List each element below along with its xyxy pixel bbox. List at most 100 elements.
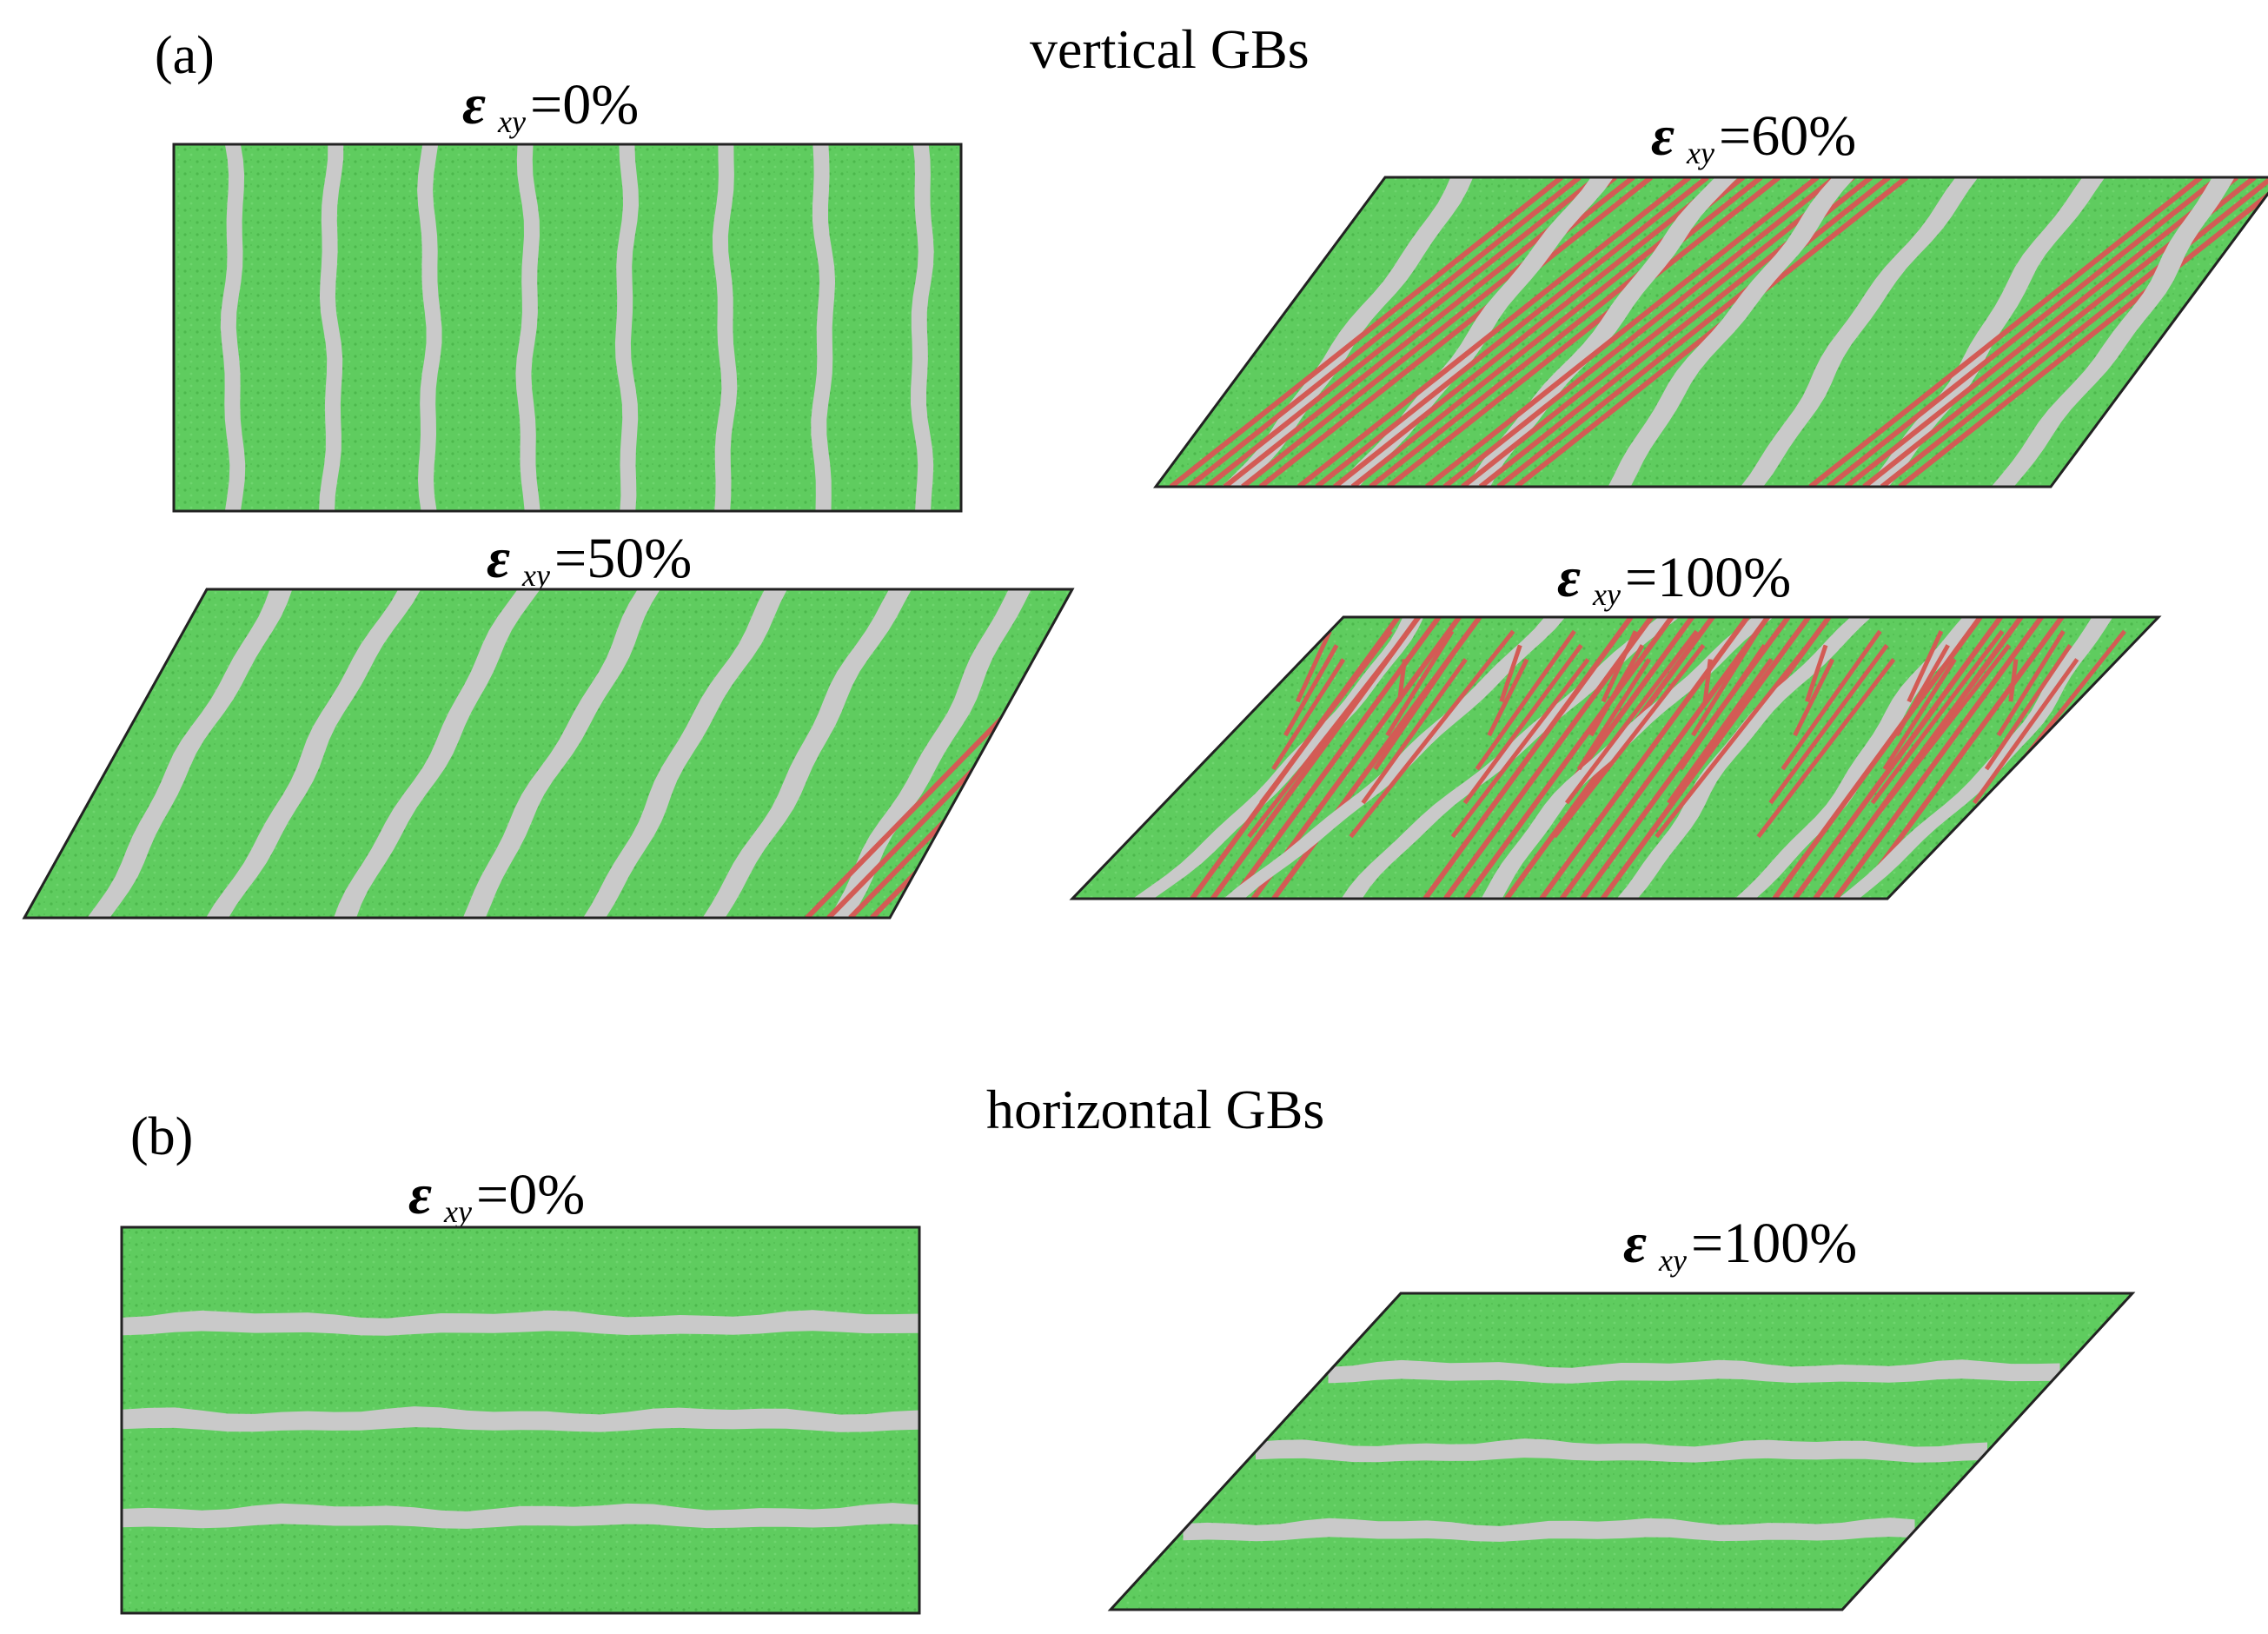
grain-boundary <box>614 144 639 511</box>
strain-symbol: ε <box>1557 546 1581 609</box>
snapshot-horizontal-0 <box>120 1226 921 1615</box>
grain-boundary <box>1183 1518 1915 1542</box>
cell-outline <box>120 1226 921 1615</box>
label-a-100: ε xy =100% <box>1557 546 1791 612</box>
twin-band <box>1369 177 1763 487</box>
twin-band <box>1475 629 1576 771</box>
twin-band <box>1425 177 1820 487</box>
strain-symbol: ε <box>487 527 510 590</box>
snapshot-vertical-0 <box>172 143 963 513</box>
twin-band <box>1768 643 1889 805</box>
twin-band <box>1781 629 1882 771</box>
grain-boundary <box>1336 177 1614 487</box>
twin-band <box>1539 617 1750 899</box>
grain-boundary <box>712 144 738 511</box>
panel-b-letter: (b) <box>130 1107 193 1166</box>
twin-band <box>1898 177 2268 487</box>
twin-band <box>1496 177 1891 487</box>
twin-band <box>1844 177 2238 487</box>
strain-symbol: ε <box>462 73 486 136</box>
twin-band <box>1813 617 2024 899</box>
twin-band <box>1655 629 1821 839</box>
grain-boundary <box>417 144 442 511</box>
twin-band <box>1827 177 2221 487</box>
twin-band <box>1560 617 1770 899</box>
twin-band <box>1462 643 1583 805</box>
grain-boundary <box>1866 177 2106 487</box>
strain-subscript: xy <box>521 558 550 593</box>
twin-band <box>1169 177 1563 487</box>
cell-outline <box>1107 1292 2136 1611</box>
twin-band <box>1315 177 1709 487</box>
snapshot-vertical-100 <box>1069 615 2162 900</box>
label-b-0: ε xy =0% <box>408 1163 585 1229</box>
twin-band <box>1667 658 1774 805</box>
grain-boundary <box>1256 1438 1987 1463</box>
grain-boundary <box>1328 1359 2060 1384</box>
twin-band <box>1972 658 2079 805</box>
label-b-100: ε xy =100% <box>1623 1212 1857 1278</box>
grain-region <box>24 589 1072 918</box>
twin-band <box>1588 644 1645 737</box>
twin-band <box>2008 659 2019 702</box>
twin-band <box>1333 177 1728 487</box>
label-a-60: ε xy =60% <box>1651 104 1856 170</box>
strain-subscript: xy <box>497 104 526 139</box>
strain-value: =100% <box>1625 546 1791 609</box>
twin-band <box>1443 617 1654 899</box>
grain-boundary <box>911 144 934 511</box>
grain-boundary <box>319 144 344 511</box>
twin-band <box>1283 644 1339 737</box>
strain-subscript: xy <box>1658 1243 1687 1278</box>
twin-band <box>1247 643 1400 839</box>
twin-band <box>1691 629 1760 737</box>
twin-band <box>1461 177 1855 487</box>
grain-boundary <box>1608 177 1855 487</box>
strain-value: =0% <box>530 73 639 136</box>
label-a-0: ε xy =0% <box>462 73 639 139</box>
twin-band <box>1552 643 1706 839</box>
grain-boundary <box>122 1503 919 1529</box>
grain-boundary <box>334 589 540 918</box>
snapshot-vertical-60 <box>1153 176 2268 488</box>
twin-band <box>1996 629 2066 737</box>
strain-symbol: ε <box>1651 104 1674 168</box>
grain-boundary <box>515 144 540 511</box>
twin-band <box>1880 177 2268 487</box>
strain-value: =50% <box>554 527 692 590</box>
twin-band <box>1854 617 2065 899</box>
grain-region <box>174 144 961 511</box>
twin-band <box>1907 630 1944 703</box>
twin-band <box>1870 629 2005 805</box>
twin-band <box>1601 630 1638 703</box>
grain-boundary <box>122 1406 919 1432</box>
twin-band <box>1396 659 1407 702</box>
strain-subscript: xy <box>1686 136 1714 170</box>
twin-band <box>1373 643 1462 771</box>
twin-band <box>1386 177 1781 487</box>
cell-outline <box>22 588 1075 920</box>
grain-boundary <box>1991 177 2235 487</box>
twin-band <box>1702 659 1713 702</box>
twin-band <box>1296 177 1692 487</box>
twin-band <box>1204 177 1600 487</box>
grain-boundary <box>1734 617 1984 899</box>
twin-band <box>1564 629 1699 805</box>
twin-band <box>1882 658 1957 771</box>
twin-band <box>1576 658 1651 771</box>
panel-a-heading: vertical GBs <box>1030 18 1310 80</box>
twin-band <box>1772 617 1983 899</box>
grain-boundary <box>87 589 293 918</box>
strain-symbol: ε <box>408 1163 432 1226</box>
twin-band <box>1756 658 1896 839</box>
twin-band <box>1984 643 2072 771</box>
twin-band <box>1258 177 1653 487</box>
twin-band <box>1271 658 1346 771</box>
twin-band <box>1361 658 1468 805</box>
twin-band <box>1793 658 1835 737</box>
twin-band <box>1600 617 1811 899</box>
strain-symbol: ε <box>1623 1212 1647 1275</box>
strain-subscript: xy <box>443 1194 472 1229</box>
twin-band <box>1295 630 1332 703</box>
